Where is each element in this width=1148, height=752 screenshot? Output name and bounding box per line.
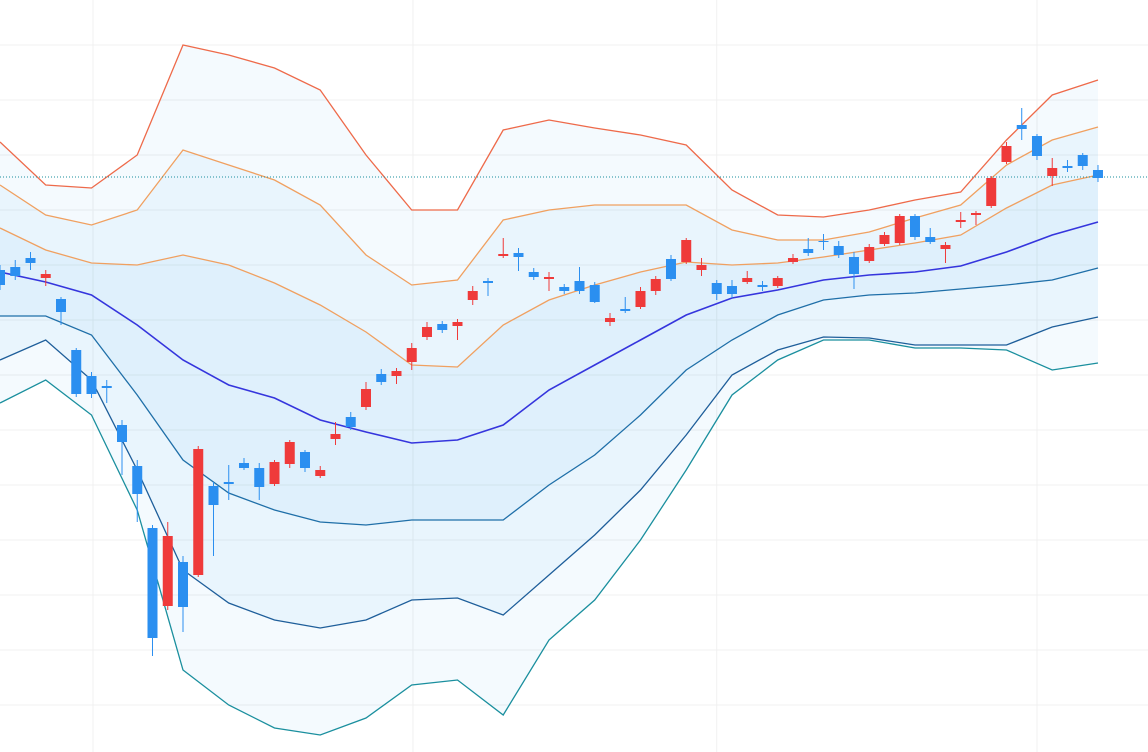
- candle-body: [604, 318, 615, 322]
- candle-body: [315, 470, 326, 476]
- candle-body: [742, 278, 753, 282]
- candle-body: [513, 253, 524, 257]
- candle-body: [406, 348, 417, 362]
- candle-body: [757, 285, 768, 287]
- candle-body: [1092, 170, 1103, 178]
- candle-body: [909, 216, 920, 237]
- candle-body: [589, 285, 600, 302]
- candle-body: [772, 278, 783, 286]
- candle-body: [55, 299, 66, 312]
- candle-body: [376, 374, 387, 382]
- band-line: [0, 267, 1099, 526]
- candle-body: [879, 235, 890, 244]
- candle-body: [360, 389, 371, 407]
- candle-body: [711, 283, 722, 294]
- candle-body: [925, 237, 936, 242]
- candle-body: [177, 562, 188, 607]
- candle-body: [970, 213, 981, 215]
- candle-body: [1031, 136, 1042, 156]
- candle-body: [482, 281, 493, 283]
- candle-body: [147, 528, 158, 638]
- candle-body: [40, 274, 51, 278]
- candle-body: [1001, 146, 1012, 162]
- candle-body: [665, 259, 676, 279]
- candle-body: [101, 386, 112, 388]
- candle-body: [437, 324, 448, 330]
- candle-body: [1016, 125, 1027, 129]
- candle-body: [559, 287, 570, 291]
- candle-body: [208, 486, 219, 505]
- band-line: [0, 221, 1099, 444]
- candle-body: [848, 257, 859, 274]
- candle-body: [681, 240, 692, 262]
- candle-body: [0, 270, 5, 285]
- candle-body: [528, 272, 539, 277]
- candle-body: [894, 216, 905, 243]
- candle-body: [391, 371, 402, 376]
- candle-body: [284, 442, 295, 464]
- candle-body: [223, 482, 234, 484]
- candle-body: [299, 452, 310, 468]
- candle-body: [940, 245, 951, 249]
- band-line: [0, 339, 1099, 736]
- candle-body: [238, 463, 249, 468]
- candle-body: [864, 247, 875, 261]
- band-line: [0, 174, 1099, 368]
- candle-body: [345, 417, 356, 427]
- band-fill: [0, 127, 1098, 628]
- band-fill: [0, 175, 1098, 525]
- candle-body: [833, 246, 844, 255]
- candle-body: [726, 286, 737, 294]
- candle-body: [452, 322, 463, 326]
- candle-body: [467, 291, 478, 300]
- candle-body: [162, 536, 173, 606]
- candle-body: [10, 267, 21, 276]
- band-line: [0, 44, 1099, 218]
- candle-body: [986, 178, 997, 206]
- candle-body: [696, 265, 707, 270]
- candle-body: [254, 468, 265, 487]
- candle-body: [71, 350, 82, 394]
- candle-body: [132, 466, 143, 494]
- candle-body: [1047, 168, 1058, 176]
- candle-body: [803, 249, 814, 253]
- candle-body: [1077, 155, 1088, 166]
- candle-body: [620, 309, 631, 311]
- candle-body: [955, 220, 966, 222]
- candle-body: [787, 258, 798, 262]
- candle-body: [86, 376, 97, 394]
- candle-body: [330, 434, 341, 439]
- candle-body: [574, 281, 585, 291]
- candle-body: [269, 462, 280, 484]
- candle-body: [193, 449, 204, 575]
- candle-body: [498, 254, 509, 256]
- candle-body: [543, 277, 554, 279]
- candle-body: [818, 241, 829, 242]
- candle-body: [1062, 166, 1073, 168]
- candle-body: [635, 291, 646, 307]
- candle-body: [25, 258, 36, 263]
- candle-body: [650, 279, 661, 291]
- candle-body: [421, 327, 432, 337]
- candle-body: [116, 425, 127, 442]
